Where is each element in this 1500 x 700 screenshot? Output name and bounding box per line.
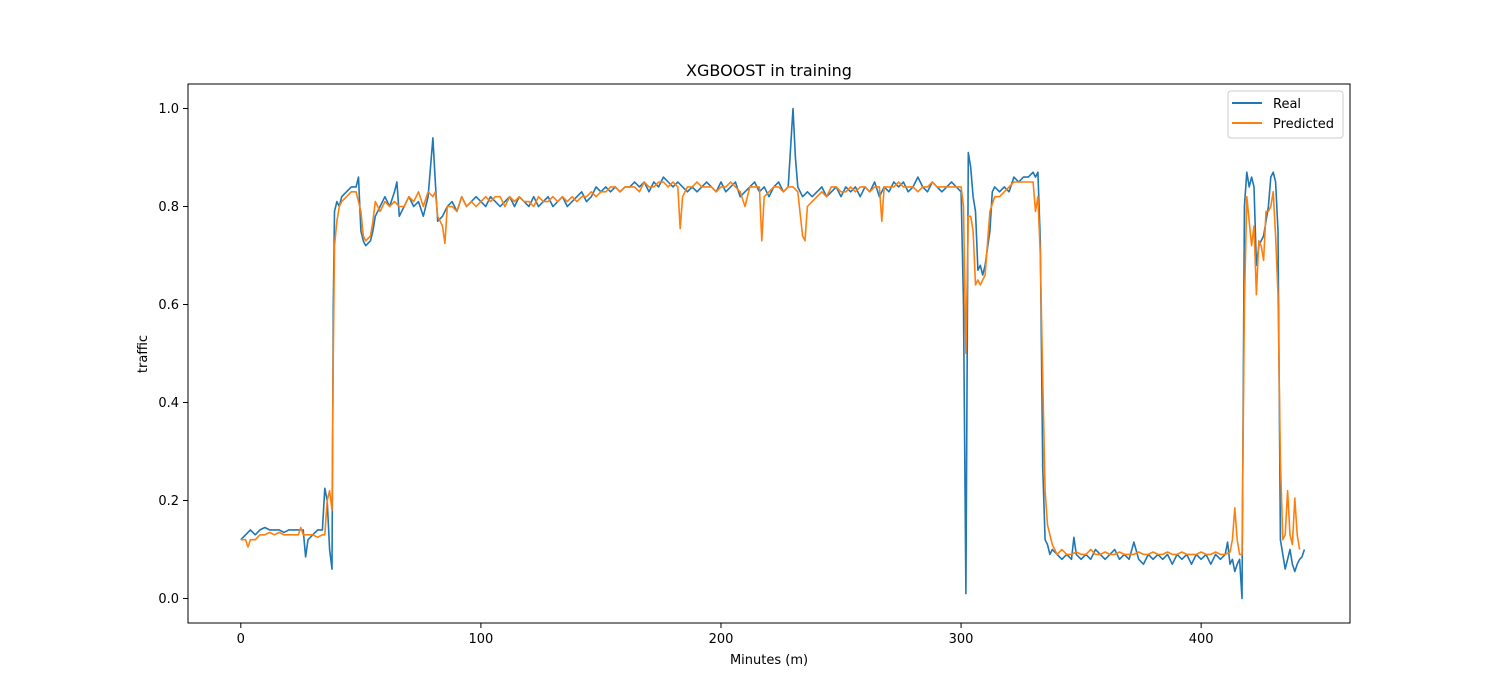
- plot-frame: [187, 83, 1351, 624]
- legend-label-predicted: Predicted: [1273, 117, 1334, 132]
- y-tick-label: 1.0: [158, 102, 179, 117]
- y-tick-label: 0.6: [158, 298, 179, 313]
- legend-label-real: Real: [1273, 97, 1301, 112]
- series-layer: [240, 107, 1306, 600]
- legend: Real Predicted: [1227, 90, 1344, 139]
- x-tick-label: 300: [949, 632, 974, 647]
- y-tick-label: 0.0: [158, 592, 179, 607]
- x-axis-label: Minutes (m): [730, 653, 808, 668]
- y-axis-label: traffic: [136, 335, 151, 373]
- chart-title: XGBOOST in training: [686, 61, 852, 80]
- y-tick-label: 0.8: [158, 200, 179, 215]
- y-tick-label: 0.2: [158, 494, 179, 509]
- y-tick-label: 0.4: [158, 396, 179, 411]
- y-axis: 0.0 0.2 0.4 0.6 0.8 1.0: [158, 102, 188, 607]
- x-tick-label: 100: [468, 632, 493, 647]
- x-tick-label: 200: [709, 632, 734, 647]
- x-axis: 0 100 200 300 400: [237, 623, 1214, 647]
- series-line-predicted: [240, 181, 1301, 556]
- x-tick-label: 400: [1189, 632, 1214, 647]
- x-tick-label: 0: [237, 632, 245, 647]
- series-line-real: [240, 107, 1306, 600]
